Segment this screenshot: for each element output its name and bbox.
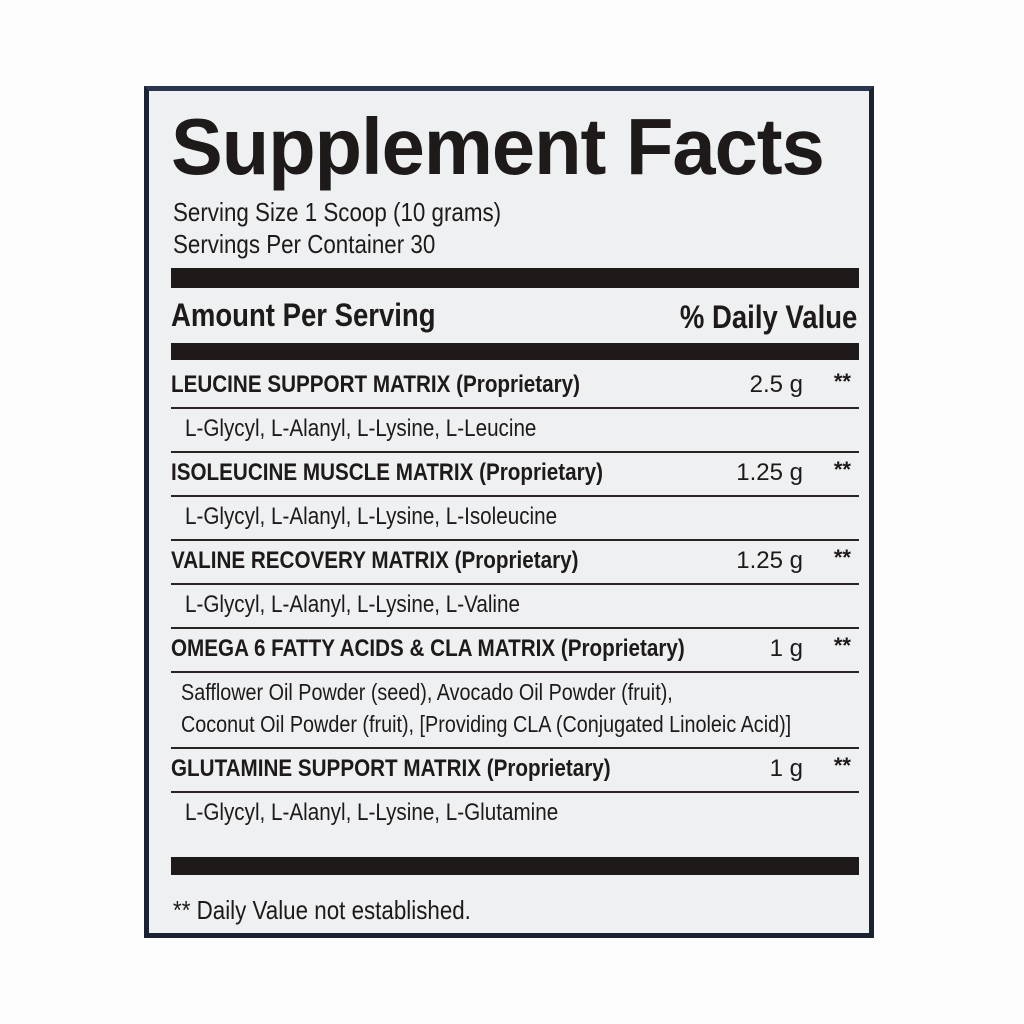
daily-value-marker: ** — [833, 633, 851, 658]
row-divider — [171, 451, 859, 453]
daily-value-header: % Daily Value — [679, 299, 857, 335]
ingredient-name: VALINE RECOVERY MATRIX (Proprietary) — [171, 547, 579, 574]
footnote: ** Daily Value not established. — [173, 895, 471, 925]
row-divider — [171, 495, 859, 497]
ingredient-name: ISOLEUCINE MUSCLE MATRIX (Proprietary) — [171, 459, 603, 486]
row-divider — [171, 791, 859, 793]
ingredient-components: L-Glycyl, L-Alanyl, L-Lysine, L-Isoleuci… — [185, 503, 558, 530]
ingredient-name: GLUTAMINE SUPPORT MATRIX (Proprietary) — [171, 755, 611, 782]
ingredient-amount: 1 g — [769, 755, 803, 782]
thick-divider — [171, 857, 859, 875]
amount-per-serving-header: Amount Per Serving — [171, 297, 436, 333]
ingredient-components: Coconut Oil Powder (fruit), [Providing C… — [181, 711, 792, 737]
panel-title: Supplement Facts — [171, 102, 825, 191]
serving-size: Serving Size 1 Scoop (10 grams) — [173, 197, 502, 227]
ingredient-amount: 2.5 g — [749, 371, 803, 398]
thick-divider — [171, 343, 859, 360]
ingredient-name: OMEGA 6 FATTY ACIDS & CLA MATRIX (Propri… — [171, 635, 685, 662]
supplement-facts-panel: Supplement Facts Serving Size 1 Scoop (1… — [144, 86, 874, 938]
daily-value-marker: ** — [833, 369, 851, 394]
row-divider — [171, 583, 859, 585]
row-divider — [171, 627, 859, 629]
ingredient-components: L-Glycyl, L-Alanyl, L-Lysine, L-Valine — [185, 591, 520, 618]
ingredient-components: L-Glycyl, L-Alanyl, L-Lysine, L-Leucine — [185, 415, 537, 442]
ingredient-amount: 1.25 g — [736, 547, 803, 574]
ingredient-amount: 1.25 g — [736, 459, 803, 486]
daily-value-marker: ** — [833, 457, 851, 482]
row-divider — [171, 407, 859, 409]
thick-divider — [171, 268, 859, 288]
daily-value-marker: ** — [833, 753, 851, 778]
row-divider — [171, 671, 859, 673]
ingredient-amount: 1 g — [769, 635, 803, 662]
servings-per-container: Servings Per Container 30 — [173, 229, 436, 259]
row-divider — [171, 747, 859, 749]
daily-value-marker: ** — [833, 545, 851, 570]
ingredient-name: LEUCINE SUPPORT MATRIX (Proprietary) — [171, 371, 581, 398]
row-divider — [171, 539, 859, 541]
ingredient-components: L-Glycyl, L-Alanyl, L-Lysine, L-Glutamin… — [185, 799, 559, 826]
ingredient-components: Safflower Oil Powder (seed), Avocado Oil… — [181, 679, 673, 705]
